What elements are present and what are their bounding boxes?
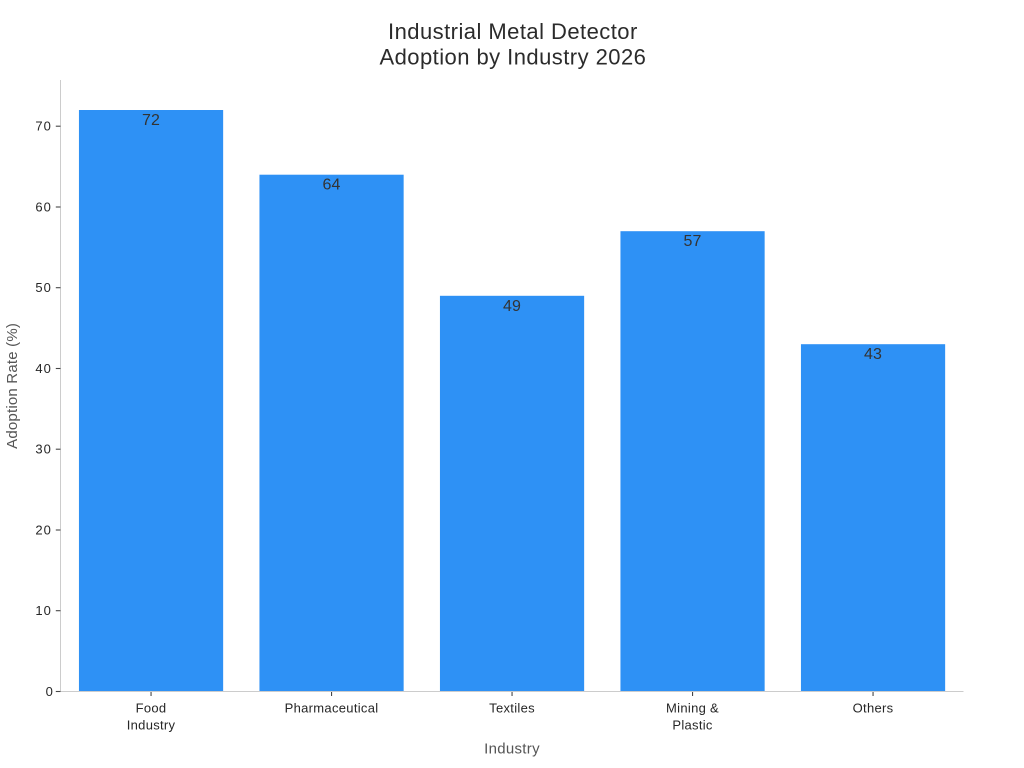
svg-text:49: 49 (503, 298, 521, 315)
svg-text:10: 10 (35, 603, 52, 618)
svg-text:Adoption by Industry 2026: Adoption by Industry 2026 (379, 44, 646, 69)
svg-text:Industry: Industry (127, 718, 176, 733)
svg-text:57: 57 (683, 233, 701, 250)
svg-text:50: 50 (35, 280, 52, 295)
svg-text:0: 0 (46, 684, 54, 699)
svg-text:64: 64 (322, 177, 340, 194)
svg-text:60: 60 (35, 200, 52, 215)
svg-text:30: 30 (35, 442, 52, 457)
svg-text:Mining &: Mining & (666, 701, 719, 716)
svg-text:43: 43 (864, 346, 882, 363)
svg-text:Textiles: Textiles (489, 701, 535, 716)
svg-text:Pharmaceutical: Pharmaceutical (285, 701, 379, 716)
svg-text:Adoption Rate (%): Adoption Rate (%) (4, 323, 21, 449)
svg-text:Industry: Industry (484, 741, 540, 758)
svg-text:72: 72 (142, 112, 160, 129)
svg-text:Food: Food (136, 701, 167, 716)
svg-text:Industrial Metal Detector: Industrial Metal Detector (388, 19, 638, 44)
svg-text:Plastic: Plastic (672, 718, 713, 733)
svg-text:Others: Others (853, 701, 894, 716)
svg-text:70: 70 (35, 119, 52, 134)
svg-text:20: 20 (35, 523, 52, 538)
svg-text:40: 40 (35, 361, 52, 376)
